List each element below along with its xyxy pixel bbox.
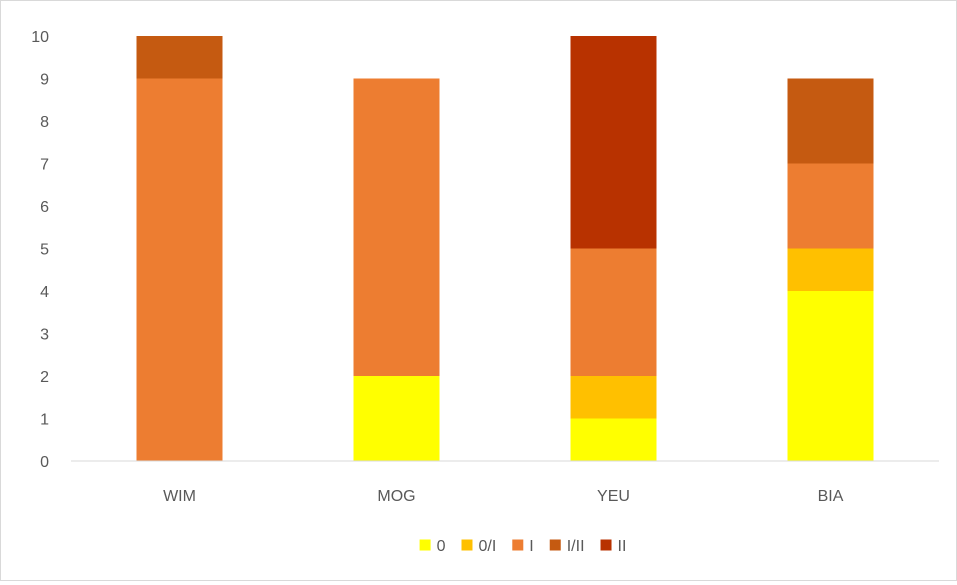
bar-segment-bia-i-ii bbox=[787, 78, 874, 164]
y-tick-label: 5 bbox=[40, 242, 49, 259]
bar-segment-yeu-ii bbox=[570, 36, 657, 249]
legend-swatch-0-i bbox=[461, 539, 473, 551]
bar-segment-yeu-i bbox=[570, 248, 657, 376]
bar-segment-mog-0 bbox=[353, 376, 440, 461]
y-tick-label: 7 bbox=[40, 157, 49, 174]
x-tick-label: YEU bbox=[597, 488, 630, 505]
y-tick-label: 9 bbox=[40, 72, 49, 89]
y-tick-label: 3 bbox=[40, 327, 49, 344]
y-axis: 0 1 2 3 4 5 6 7 8 9 10 bbox=[31, 29, 49, 471]
legend-label: 0 bbox=[437, 538, 446, 555]
x-tick-label: WIM bbox=[163, 488, 196, 505]
y-tick-label: 1 bbox=[40, 412, 49, 429]
legend: 0 0/I I I/II II bbox=[419, 538, 627, 555]
y-tick-label: 2 bbox=[40, 369, 49, 386]
legend-swatch-i-ii bbox=[549, 539, 561, 551]
legend-label: 0/I bbox=[478, 538, 496, 555]
y-tick-label: 0 bbox=[40, 454, 49, 471]
x-tick-label: BIA bbox=[818, 488, 844, 505]
legend-swatch-0 bbox=[419, 539, 431, 551]
y-tick-label: 4 bbox=[40, 284, 49, 301]
legend-label: I/II bbox=[567, 538, 585, 555]
bar-segment-wim-i bbox=[136, 78, 223, 461]
x-axis: WIM MOG YEU BIA bbox=[163, 488, 844, 505]
y-tick-label: 8 bbox=[40, 114, 49, 131]
bars bbox=[136, 36, 874, 461]
y-tick-label: 10 bbox=[31, 29, 49, 46]
bar-segment-yeu-0 bbox=[570, 418, 657, 461]
legend-swatch-ii bbox=[600, 539, 612, 551]
legend-label: I bbox=[529, 538, 533, 555]
bar-segment-mog-i bbox=[353, 78, 440, 376]
y-tick-label: 6 bbox=[40, 199, 49, 216]
bar-segment-wim-i-ii bbox=[136, 36, 223, 79]
bar-segment-bia-0 bbox=[787, 291, 874, 461]
bar-segment-bia-0-i bbox=[787, 248, 874, 291]
bar-segment-bia-i bbox=[787, 163, 874, 249]
legend-label: II bbox=[618, 538, 627, 555]
x-tick-label: MOG bbox=[377, 488, 415, 505]
bar-segment-yeu-0-i bbox=[570, 376, 657, 419]
legend-swatch-i bbox=[512, 539, 524, 551]
